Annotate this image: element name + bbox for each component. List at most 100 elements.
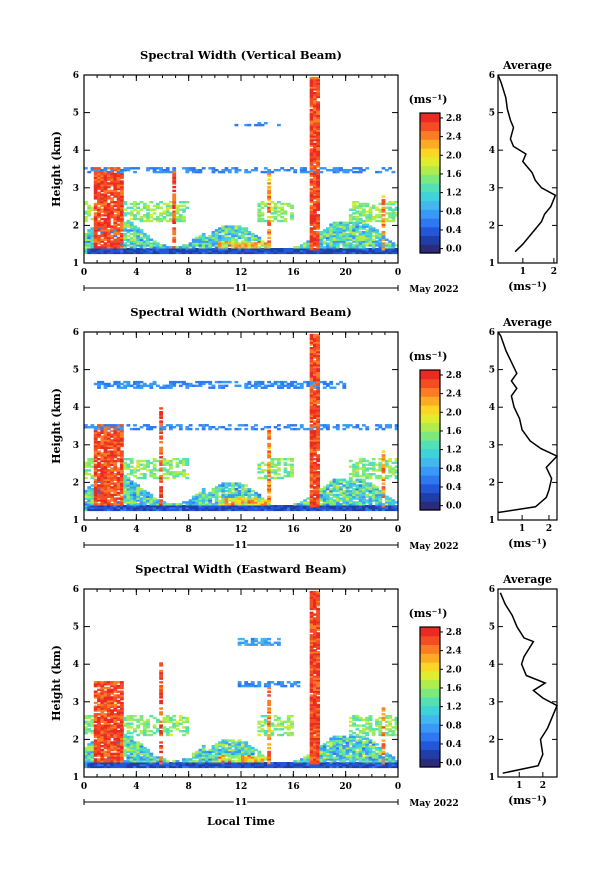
panel-2: Spectral Width (Northward Beam)0 4 8 12 16 20… <box>50 305 559 553</box>
panel-3: Spectral Width (Eastward Beam)0 4 8 12 16 20 0… <box>50 562 558 828</box>
colorbar-tick-label: 2.8 <box>446 114 462 124</box>
profile-y-tick-label: 6 <box>489 585 495 595</box>
profile-title: Average <box>502 316 552 329</box>
colorbar-frame <box>419 626 441 768</box>
x-tick-label: 16 <box>287 268 300 278</box>
y-tick-label: 6 <box>73 71 79 81</box>
profile-line <box>497 74 557 253</box>
colorbar-swatch <box>420 492 440 502</box>
panel-title: Spectral Width (Northward Beam) <box>130 305 352 319</box>
day-label: 11 <box>235 541 248 551</box>
profile-x-label: (ms⁻¹) <box>508 794 547 807</box>
colorbar-swatch <box>420 679 440 689</box>
x-tick-label: 12 <box>235 268 248 278</box>
colorbar-swatch <box>420 749 440 759</box>
profile-y-tick-label: 2 <box>489 221 495 231</box>
heatmap-field <box>84 76 399 255</box>
colorbar-tick-label: 0.0 <box>446 245 462 255</box>
colorbar-tick-label: 0.4 <box>446 226 462 236</box>
average-profile: Average 1 2 3 4 5 6 1 2 (ms⁻¹) <box>489 59 558 293</box>
profile-frame <box>497 331 558 521</box>
colorbar-swatch <box>420 370 440 380</box>
colorbar-swatch <box>420 714 440 724</box>
colorbar-tick-label: 2.0 <box>446 408 462 418</box>
colorbar-tick-label: 2.4 <box>446 133 462 143</box>
x-tick-label: 16 <box>287 525 300 535</box>
profile-x-tick-label: 2 <box>540 781 546 791</box>
profile-title: Average <box>502 573 552 586</box>
y-axis-label: Height (km) <box>50 645 63 721</box>
y-tick-label: 5 <box>73 366 79 376</box>
y-tick-label: 1 <box>73 773 79 783</box>
colorbar-tick-label: 2.0 <box>446 665 462 675</box>
colorbar-swatch <box>420 165 440 175</box>
profile-y-tick-label: 1 <box>489 516 495 526</box>
profile-x-label: (ms⁻¹) <box>508 280 547 293</box>
colorbar-tick-label: 2.8 <box>446 371 462 381</box>
colorbar-swatch <box>420 235 440 245</box>
x-tick-label: 8 <box>186 268 192 278</box>
colorbar-tick-label: 1.6 <box>446 684 462 694</box>
profile-frame <box>497 74 558 264</box>
colorbar-swatch <box>420 662 440 672</box>
colorbar-swatch <box>420 387 440 397</box>
average-profile: Average 1 2 3 4 5 6 1 2 (ms⁻¹) <box>489 573 558 807</box>
colorbar-swatch <box>420 218 440 228</box>
x-tick-label: 12 <box>235 525 248 535</box>
y-tick-label: 6 <box>73 328 79 338</box>
y-tick-label: 4 <box>73 403 79 413</box>
y-tick-label: 2 <box>73 735 79 745</box>
colorbar-tick-label: 1.2 <box>446 446 462 456</box>
colorbar-swatch <box>420 501 440 511</box>
colorbar-swatch <box>420 697 440 707</box>
profile-y-tick-label: 4 <box>489 403 495 413</box>
panel-title: Spectral Width (Eastward Beam) <box>135 562 347 576</box>
colorbar-tick-label: 0.8 <box>446 464 462 474</box>
colorbar: (ms⁻¹) 0.0 0.4 0.8 1.2 1.6 2.0 2.4 2.8 <box>409 607 462 769</box>
colorbar-tick-label: 2.4 <box>446 390 462 400</box>
colorbar-tick-label: 0.4 <box>446 740 462 750</box>
colorbar-tick-label: 0.4 <box>446 483 462 493</box>
profile-y-tick-label: 5 <box>489 366 495 376</box>
y-tick-label: 5 <box>73 109 79 119</box>
profile-y-tick-label: 1 <box>489 773 495 783</box>
y-tick-label: 1 <box>73 516 79 526</box>
x-tick-label: 12 <box>235 782 248 792</box>
colorbar-swatch <box>420 148 440 158</box>
average-profile: Average 1 2 3 4 5 6 1 2 (ms⁻¹) <box>489 316 559 550</box>
y-tick-label: 2 <box>73 478 79 488</box>
y-tick-label: 6 <box>73 585 79 595</box>
colorbar-swatch <box>420 732 440 742</box>
x-tick-label: 16 <box>287 782 300 792</box>
date-label: May 2022 <box>409 542 458 552</box>
y-tick-label: 3 <box>73 184 79 194</box>
colorbar-swatch <box>420 156 440 167</box>
profile-line <box>499 592 558 774</box>
colorbar-swatch <box>420 644 440 654</box>
heatmap-field <box>84 333 399 512</box>
profile-x-tick-label: 1 <box>516 781 522 791</box>
profile-x-tick-label: 2 <box>551 267 557 277</box>
colorbar-swatch <box>420 688 440 698</box>
colorbar-swatch <box>420 200 440 210</box>
colorbar-swatch <box>420 653 440 663</box>
colorbar-tick-label: 2.8 <box>446 628 462 638</box>
x-tick-label: 0 <box>395 525 401 535</box>
colorbar-swatch <box>420 422 440 432</box>
panel-title: Spectral Width (Vertical Beam) <box>140 48 342 62</box>
colorbar-swatch <box>420 440 440 450</box>
x-tick-label: 20 <box>339 268 352 278</box>
heatmap-field <box>84 590 399 769</box>
profile-y-tick-label: 3 <box>489 184 495 194</box>
colorbar-swatch <box>420 121 440 132</box>
colorbar-swatch <box>420 466 440 476</box>
profile-y-tick-label: 3 <box>489 441 495 451</box>
y-tick-label: 2 <box>73 221 79 231</box>
colorbar-swatch <box>420 113 440 123</box>
colorbar-swatch <box>420 174 440 184</box>
colorbar-label: (ms⁻¹) <box>409 93 448 106</box>
colorbar-tick-label: 0.0 <box>446 759 462 769</box>
colorbar-tick-label: 1.2 <box>446 189 462 199</box>
colorbar-swatch <box>420 139 440 149</box>
